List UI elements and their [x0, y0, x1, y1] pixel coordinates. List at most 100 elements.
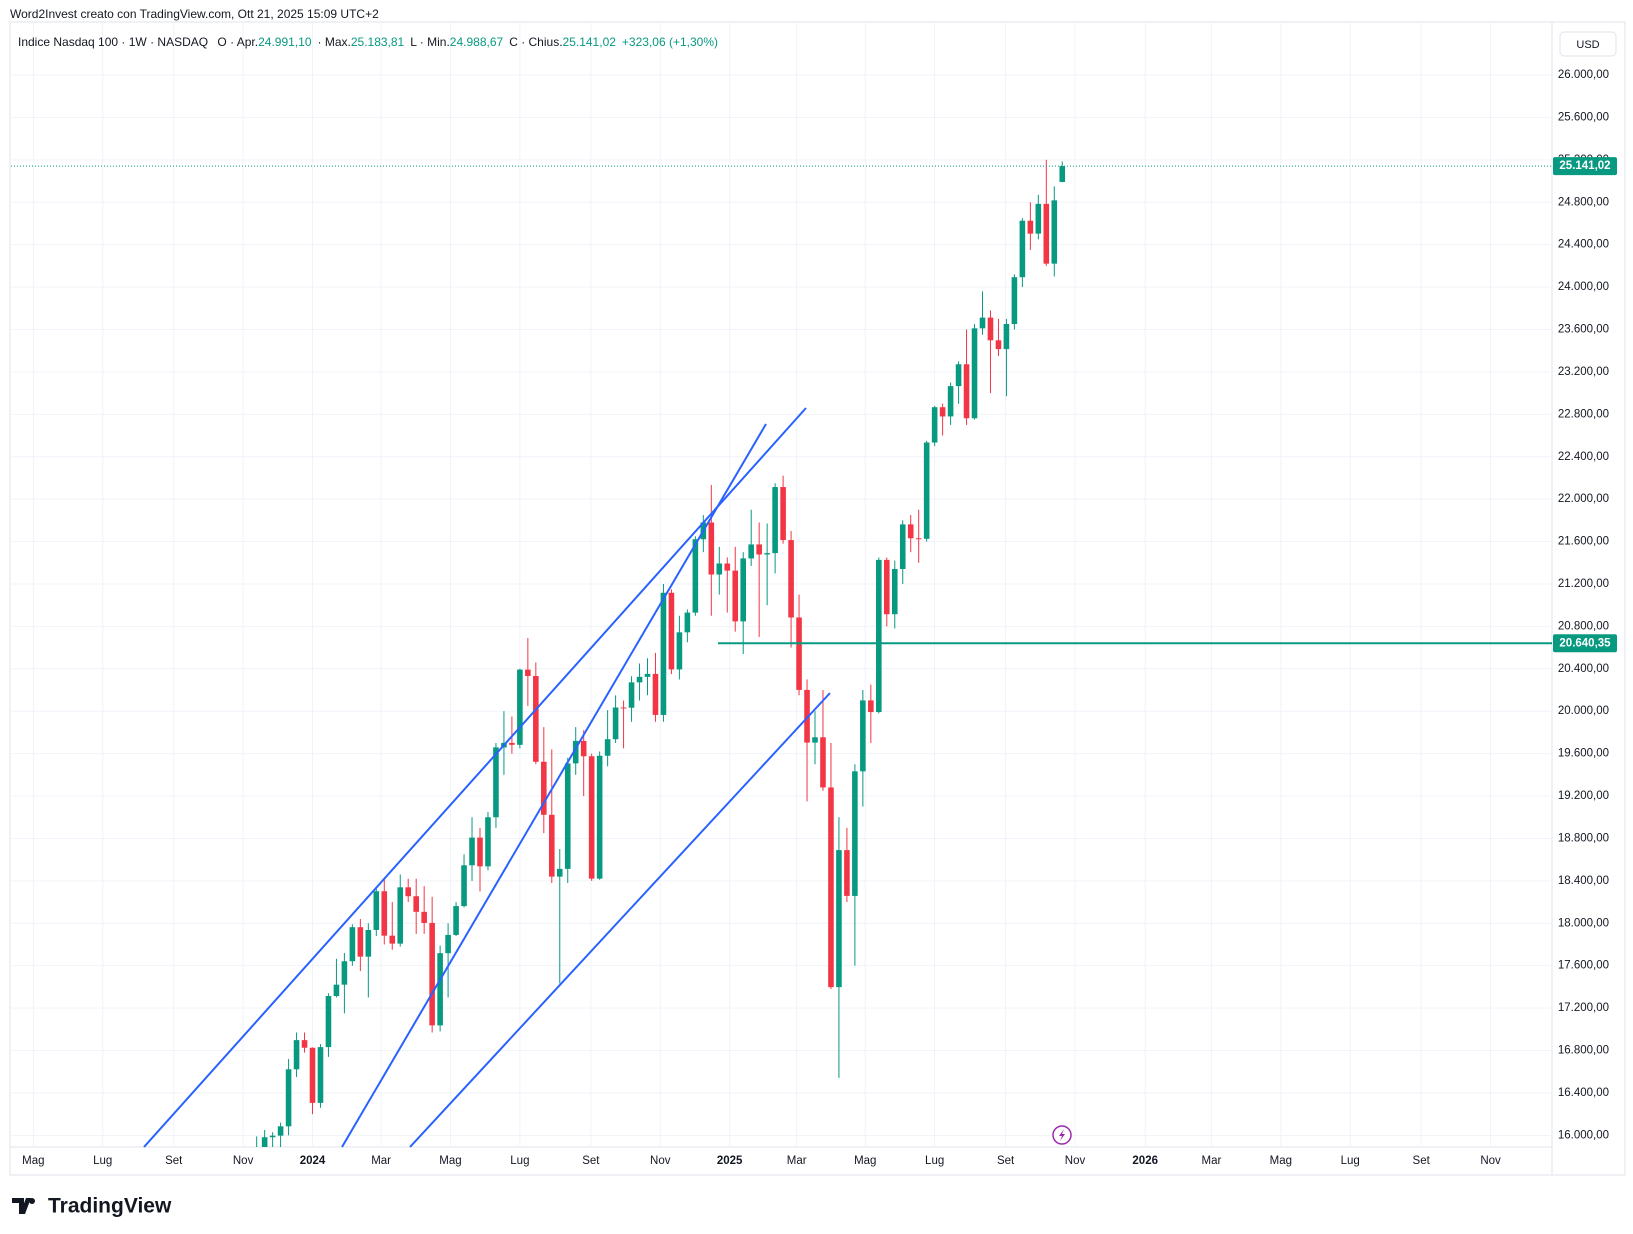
y-tick-label: 24.800,00 — [1558, 196, 1609, 208]
candle-body — [628, 682, 635, 708]
candle-body — [692, 539, 699, 613]
candle-body — [955, 364, 962, 387]
logo-icon — [12, 1198, 31, 1214]
candle-body — [493, 747, 499, 818]
candle-body — [612, 707, 619, 740]
x-tick-label: Lug — [925, 1155, 944, 1167]
legend-label: L · Min. — [410, 35, 450, 49]
x-tick-label: Mar — [787, 1155, 807, 1167]
candle-body — [525, 669, 531, 677]
candle-body — [596, 755, 603, 879]
lightning-icon[interactable] — [1052, 1125, 1072, 1145]
candle-body — [971, 328, 978, 419]
candle-body — [477, 837, 483, 867]
y-tick-label: 20.400,00 — [1558, 663, 1609, 675]
candle-body — [644, 673, 651, 677]
y-tick-label: 26.000,00 — [1558, 69, 1609, 81]
candle-body — [309, 1047, 316, 1103]
candle-body — [756, 544, 762, 555]
logo-dot — [29, 1198, 35, 1204]
candle-body — [732, 570, 739, 622]
grid — [11, 22, 1552, 1147]
x-tick-label: 2026 — [1132, 1155, 1158, 1167]
candle-body — [772, 487, 778, 554]
candle-body — [541, 761, 547, 815]
x-tick-label: Set — [165, 1155, 183, 1167]
candle-body — [804, 689, 810, 743]
candles — [256, 159, 1066, 1147]
trend-line — [341, 423, 767, 1148]
candle-body — [1011, 277, 1018, 324]
candle-body — [620, 707, 627, 709]
overlays: 16.000,00 16.400,00 16.800,00 17.200,00 17.6… — [11, 69, 1617, 1167]
candle-body — [349, 927, 356, 962]
candle-body — [652, 673, 659, 715]
candle-body — [533, 676, 539, 762]
x-tick-label: Lug — [93, 1155, 112, 1167]
candle-body — [660, 592, 667, 715]
legend-value: 24.991,10 — [258, 35, 312, 49]
currency-button[interactable] — [1559, 31, 1617, 57]
y-tick-label: 21.600,00 — [1558, 536, 1609, 548]
candle-body — [740, 558, 747, 622]
candle-body — [437, 953, 443, 1026]
level-label: 20.640,35 — [1559, 637, 1611, 649]
candle-body — [708, 522, 715, 575]
candle-body — [907, 524, 914, 539]
candle-body — [405, 887, 412, 897]
x-tick-label: Nov — [233, 1155, 254, 1167]
candle-body — [844, 850, 850, 896]
candle-body — [820, 737, 826, 788]
legend-label: · Max. — [317, 35, 351, 49]
candle-body — [931, 407, 938, 443]
candle-body — [588, 756, 595, 879]
y-tick-label: 18.000,00 — [1558, 917, 1609, 929]
y-tick-label: 16.000,00 — [1558, 1129, 1609, 1141]
candle-body — [1027, 220, 1034, 234]
candle-body — [445, 934, 451, 954]
x-tick-label: Set — [582, 1155, 600, 1167]
x-tick-label: Set — [997, 1155, 1015, 1167]
legend-change: +323,06 (+1,30%) — [621, 35, 718, 49]
candle-body — [317, 1047, 324, 1103]
candle-body — [796, 617, 802, 690]
candle-body — [1003, 323, 1010, 350]
candle-body — [923, 442, 930, 539]
y-tick-label: 17.200,00 — [1558, 1002, 1609, 1014]
x-tick-label: Mag — [439, 1155, 461, 1167]
candle-body — [341, 961, 348, 985]
candle-body — [429, 922, 435, 1026]
candle-body — [939, 407, 946, 417]
candle-body — [1035, 203, 1042, 234]
candle-body — [572, 740, 579, 764]
candle-body — [485, 817, 491, 867]
candle-body — [293, 1040, 300, 1070]
candle-body — [461, 865, 467, 907]
candle-body — [724, 563, 731, 571]
candle-body — [868, 700, 874, 713]
legend-label: O · Apr. — [217, 35, 259, 49]
candle-body — [548, 814, 555, 877]
candle-body — [860, 700, 866, 772]
candle-body — [764, 553, 770, 555]
x-tick-label: Nov — [1480, 1155, 1501, 1167]
y-tick-label: 23.200,00 — [1558, 366, 1609, 378]
x-tick-label: Mag — [1270, 1155, 1292, 1167]
y-tick-label: 23.600,00 — [1558, 324, 1609, 336]
header: Word2Invest creato con TradingView.com, … — [10, 7, 379, 21]
trend-lines — [143, 407, 831, 1148]
candle-body — [381, 891, 388, 936]
y-tick-label: 16.400,00 — [1558, 1087, 1609, 1099]
candle-body — [828, 787, 834, 988]
y-tick-label: 19.200,00 — [1558, 790, 1609, 802]
candle-body — [357, 927, 364, 957]
chart-frame — [9, 21, 1626, 1176]
y-tick-label: 19.600,00 — [1558, 748, 1609, 760]
candle-body — [333, 984, 340, 997]
x-tick-label: Lug — [1341, 1155, 1360, 1167]
candle-body — [995, 340, 1002, 350]
candle-body — [556, 868, 563, 877]
icon-bolt — [1059, 1129, 1065, 1141]
y-tick-label: 20.800,00 — [1558, 620, 1609, 632]
